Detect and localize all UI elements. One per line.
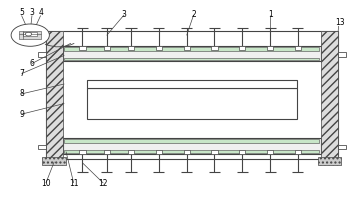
Bar xyxy=(211,46,218,50)
Bar xyxy=(104,150,110,154)
Text: 12: 12 xyxy=(98,178,108,187)
Bar xyxy=(211,150,218,154)
Bar xyxy=(184,46,190,50)
Bar xyxy=(87,88,297,119)
Text: 7: 7 xyxy=(19,69,24,78)
Text: 11: 11 xyxy=(69,178,79,187)
Bar xyxy=(156,46,162,50)
Bar xyxy=(321,31,338,159)
Text: 9: 9 xyxy=(19,110,24,119)
Bar xyxy=(19,31,42,39)
Bar xyxy=(184,150,190,154)
Bar xyxy=(318,157,341,165)
Circle shape xyxy=(11,24,49,46)
Bar xyxy=(267,46,273,50)
Bar xyxy=(295,46,301,50)
Bar xyxy=(267,150,273,154)
Bar xyxy=(64,47,319,51)
Text: 2: 2 xyxy=(191,10,196,19)
Bar xyxy=(64,150,319,153)
Text: 1: 1 xyxy=(268,10,273,19)
Bar xyxy=(43,157,66,165)
Bar xyxy=(38,145,46,149)
Text: 5: 5 xyxy=(19,8,24,17)
Bar xyxy=(62,139,321,154)
Bar xyxy=(23,32,37,36)
Bar xyxy=(87,80,297,88)
Bar xyxy=(128,46,134,50)
Bar xyxy=(64,58,319,60)
Circle shape xyxy=(25,32,32,36)
Bar xyxy=(104,46,110,50)
Bar xyxy=(79,46,86,50)
Bar xyxy=(295,150,301,154)
Bar xyxy=(64,139,319,143)
Bar xyxy=(128,150,134,154)
Bar xyxy=(46,31,62,159)
Text: 10: 10 xyxy=(41,178,51,187)
Bar xyxy=(62,46,321,61)
Bar xyxy=(239,150,245,154)
Text: 3: 3 xyxy=(122,10,127,19)
Bar xyxy=(38,52,46,57)
Bar xyxy=(338,52,346,57)
Text: 6: 6 xyxy=(30,59,35,68)
Text: 8: 8 xyxy=(19,89,24,98)
Text: 4: 4 xyxy=(39,8,44,17)
Bar xyxy=(338,145,346,149)
Bar xyxy=(79,150,86,154)
Text: 13: 13 xyxy=(335,19,344,28)
Bar xyxy=(239,46,245,50)
Bar xyxy=(156,150,162,154)
Text: 3: 3 xyxy=(30,8,35,17)
